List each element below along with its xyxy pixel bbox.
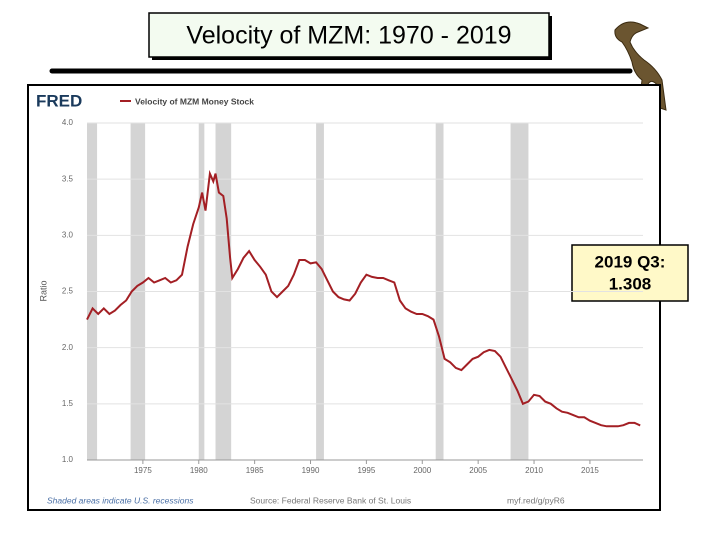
title-box [148, 12, 550, 58]
x-tick-label: 2015 [581, 466, 599, 475]
footer-text: Source: Federal Reserve Bank of St. Loui… [250, 495, 411, 505]
x-tick-label: 1980 [190, 466, 208, 475]
footer-text: Shaded areas indicate U.S. recessions [47, 495, 194, 505]
y-tick-label: 1.0 [62, 455, 74, 464]
x-tick-label: 1990 [302, 466, 320, 475]
x-tick-label: 1985 [246, 466, 264, 475]
y-tick-label: 2.5 [62, 287, 74, 296]
legend-label: Velocity of MZM Money Stock [135, 96, 254, 106]
x-tick-label: 1995 [357, 466, 375, 475]
x-tick-label: 1975 [134, 466, 152, 475]
footer-text: myf.red/g/pyR6 [507, 495, 565, 505]
data-line [86, 169, 641, 428]
fred-logo: FRED [36, 91, 82, 110]
chart-frame [27, 84, 661, 511]
x-tick-label: 2005 [469, 466, 487, 475]
y-tick-label: 1.5 [62, 399, 74, 408]
slide-title: Velocity of MZM: 1970 - 2019 [186, 22, 511, 50]
x-tick-label: 2000 [413, 466, 431, 475]
y-tick-label: 2.0 [62, 343, 74, 352]
x-tick-label: 2010 [525, 466, 543, 475]
y-tick-label: 3.5 [62, 174, 74, 183]
y-tick-label: 4.0 [62, 118, 74, 127]
y-tick-label: 3.0 [62, 230, 74, 239]
annotation-text: 1.308 [609, 274, 652, 293]
annotation-text: 2019 Q3: [595, 252, 666, 271]
y-axis-label: Ratio [38, 280, 48, 301]
